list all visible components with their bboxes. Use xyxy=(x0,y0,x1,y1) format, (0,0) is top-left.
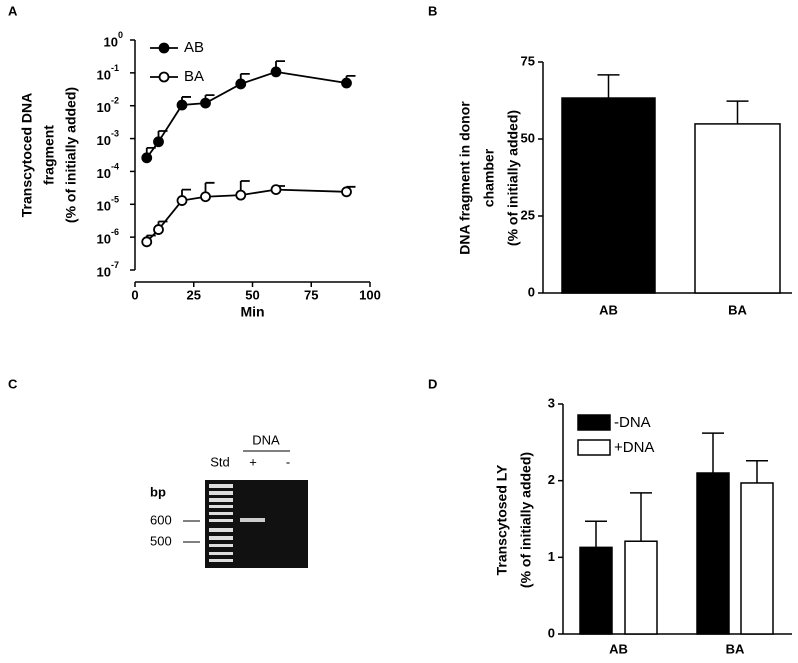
legend-label: BA xyxy=(184,68,204,85)
legend-swatch xyxy=(577,439,611,456)
ladder-bands xyxy=(209,484,233,562)
gel-panel: C bp DNA Std + - 600 500 xyxy=(8,376,308,568)
y-tick-exponent: -5 xyxy=(111,195,119,205)
x-tick-label: BA xyxy=(726,641,745,656)
data-point xyxy=(176,99,188,111)
y-tick-label: 25 xyxy=(521,207,535,222)
data-point xyxy=(235,78,247,90)
x-axis-label: Min xyxy=(240,304,264,320)
error-bar xyxy=(630,492,652,542)
y-tick-label: 10-1 xyxy=(97,63,119,82)
y-tick-exponent: -3 xyxy=(111,129,119,139)
y-axis-label: DNA fragment in donor xyxy=(457,101,473,255)
data-point xyxy=(200,97,211,109)
y-tick-label: 3 xyxy=(548,395,555,410)
bar xyxy=(561,97,656,294)
y-tick-exponent: -7 xyxy=(111,260,119,270)
legend-label: -DNA xyxy=(614,414,651,431)
panel-label: A xyxy=(8,3,18,18)
y-tick-label: 2 xyxy=(548,472,555,487)
size-label: bp xyxy=(150,484,166,499)
bar xyxy=(696,472,730,635)
y-tick-label: 10-3 xyxy=(97,129,119,148)
y-tick-label: 10-2 xyxy=(97,96,119,115)
bar xyxy=(579,546,613,635)
x-tick-label: 25 xyxy=(187,287,201,302)
y-tick-exponent: -1 xyxy=(111,63,119,73)
lane-label: - xyxy=(286,454,290,469)
marker-label: 600 xyxy=(150,512,172,527)
x-tick-label: AB xyxy=(609,641,628,656)
data-point xyxy=(153,136,164,148)
y-tick-exponent: 0 xyxy=(118,30,123,40)
data-point xyxy=(141,236,153,248)
y-tick-label: 10-4 xyxy=(97,162,119,181)
y-axis-label: (% of initially added) xyxy=(505,110,521,246)
panel-label: B xyxy=(428,3,437,18)
y-tick-label: 10-7 xyxy=(97,260,119,279)
group-label: DNA xyxy=(252,432,280,447)
y-axis-label: (% of initially added) xyxy=(63,87,79,223)
y-tick-label: 50 xyxy=(521,130,535,145)
x-tick-label: BA xyxy=(728,302,747,317)
y-tick-label: 0 xyxy=(528,284,535,299)
marker-label: 500 xyxy=(150,533,172,548)
y-axis-label: Transcytoced DNA xyxy=(19,93,35,217)
error-bar xyxy=(597,74,620,99)
legend-marker xyxy=(158,71,170,83)
data-point xyxy=(235,189,247,201)
series-line xyxy=(146,70,347,159)
y-tick-label: 75 xyxy=(521,53,535,68)
error-bar xyxy=(726,100,749,124)
y-tick-exponent: -6 xyxy=(111,228,119,238)
x-tick-label: 100 xyxy=(359,287,381,302)
legend-swatch xyxy=(577,414,611,431)
error-bar xyxy=(746,459,768,483)
legend-label: AB xyxy=(184,39,204,56)
lane-label: Std xyxy=(210,454,230,469)
legend-marker xyxy=(158,42,170,54)
panel-label: D xyxy=(428,376,437,391)
bar xyxy=(740,482,774,635)
y-axis-label: (% of initially added) xyxy=(518,452,534,588)
y-tick-exponent: -2 xyxy=(111,96,119,106)
series-line xyxy=(146,188,347,243)
lane-label: + xyxy=(249,454,257,469)
bar xyxy=(624,540,658,635)
sample-band xyxy=(240,518,265,522)
x-tick-label: 50 xyxy=(245,287,259,302)
y-tick-label: 10-6 xyxy=(97,228,119,247)
y-tick-label: 1 xyxy=(548,549,555,564)
bar xyxy=(694,123,781,294)
y-tick-label: 10-5 xyxy=(97,195,119,214)
error-bar xyxy=(585,520,607,548)
data-point xyxy=(270,66,282,78)
y-axis-label: Transcytosed LY xyxy=(494,464,510,575)
legend-label: +DNA xyxy=(614,439,654,456)
data-point xyxy=(153,224,164,235)
x-tick-label: AB xyxy=(599,302,618,317)
y-axis-label: chamber xyxy=(481,148,497,207)
x-tick-label: 75 xyxy=(304,287,318,302)
data-point xyxy=(200,191,211,203)
data-point xyxy=(341,77,352,89)
x-tick-label: 0 xyxy=(131,287,138,302)
data-point xyxy=(270,184,282,195)
y-tick-label: 100 xyxy=(104,30,123,49)
data-point xyxy=(341,186,352,198)
y-tick-exponent: -4 xyxy=(111,162,119,172)
y-axis-label: fragment xyxy=(41,125,57,185)
y-tick-label: 0 xyxy=(548,625,555,640)
panel-label: C xyxy=(8,376,18,391)
data-point xyxy=(141,152,153,164)
error-bar xyxy=(702,432,724,473)
data-point xyxy=(176,195,188,206)
